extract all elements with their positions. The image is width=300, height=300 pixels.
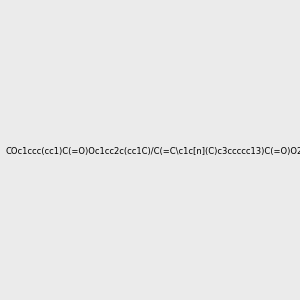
Text: COc1ccc(cc1)C(=O)Oc1cc2c(cc1C)/C(=C\c1c[n](C)c3ccccc13)C(=O)O2: COc1ccc(cc1)C(=O)Oc1cc2c(cc1C)/C(=C\c1c[… — [5, 147, 300, 156]
